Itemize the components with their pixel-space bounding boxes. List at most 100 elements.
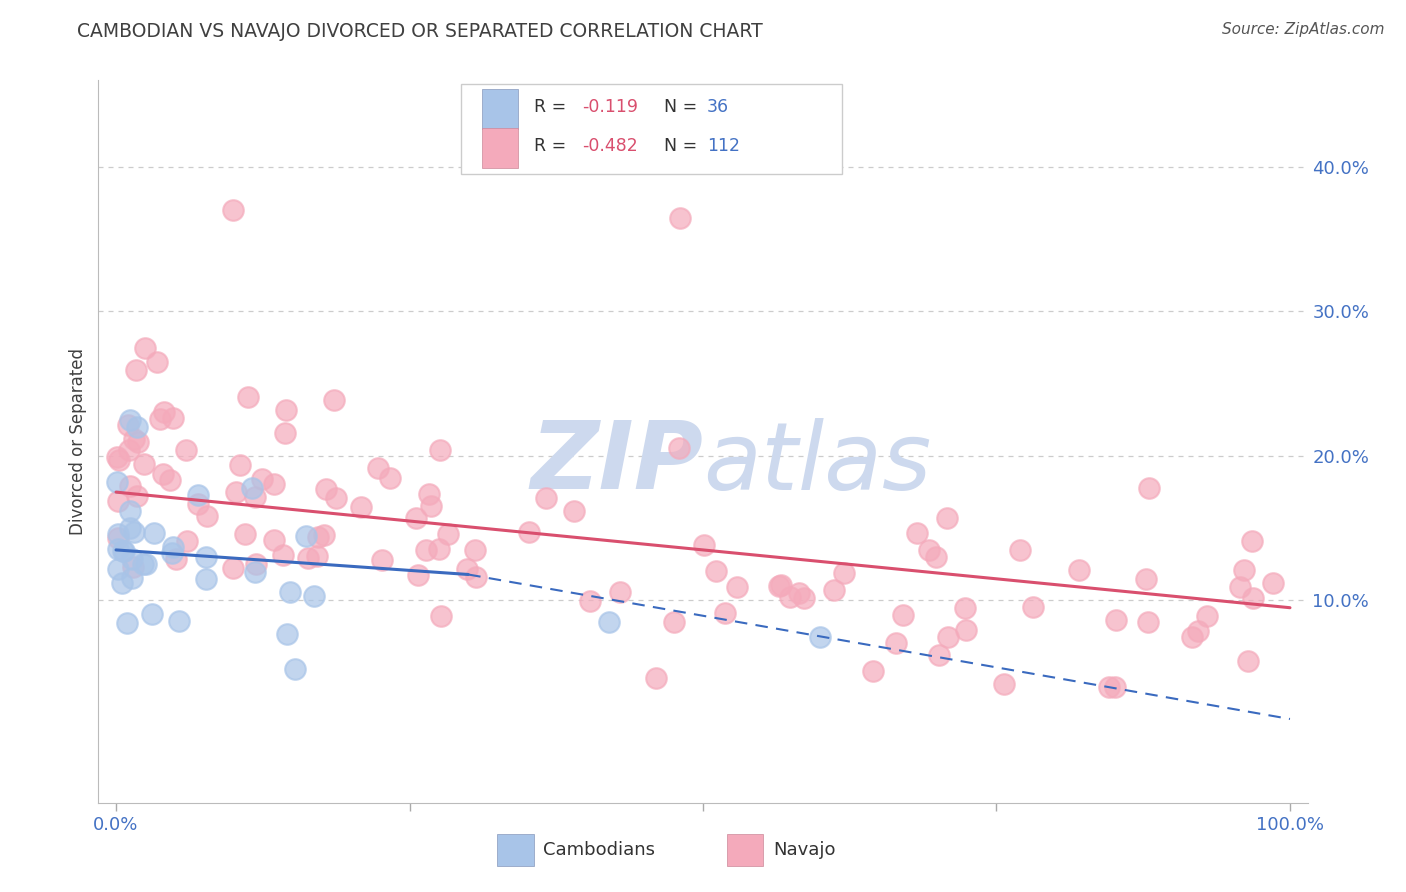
Point bbox=[315, 482, 337, 496]
Point bbox=[1136, 615, 1159, 630]
Point bbox=[579, 594, 602, 608]
Point bbox=[263, 533, 285, 548]
Point bbox=[121, 560, 143, 574]
Point bbox=[278, 585, 301, 599]
Point bbox=[132, 558, 155, 572]
Point bbox=[120, 521, 142, 535]
Point bbox=[134, 458, 156, 472]
Point bbox=[644, 671, 666, 685]
Point bbox=[832, 566, 855, 580]
Point bbox=[1241, 534, 1264, 549]
Point bbox=[935, 511, 957, 525]
Point bbox=[1067, 563, 1090, 577]
Point bbox=[162, 546, 184, 560]
Text: -0.119: -0.119 bbox=[582, 98, 638, 116]
Point bbox=[107, 531, 129, 545]
Point bbox=[274, 426, 297, 441]
Point bbox=[793, 591, 815, 605]
Point bbox=[955, 601, 977, 615]
Point bbox=[1010, 543, 1032, 558]
Point bbox=[135, 558, 157, 572]
Point bbox=[1229, 580, 1251, 594]
Point bbox=[195, 509, 218, 524]
Text: ZIP: ZIP bbox=[530, 417, 703, 509]
Point bbox=[769, 578, 792, 592]
Point bbox=[465, 569, 488, 583]
Text: N =: N = bbox=[664, 137, 703, 155]
Text: 112: 112 bbox=[707, 137, 740, 155]
Point bbox=[263, 476, 285, 491]
Point bbox=[122, 525, 145, 540]
Point bbox=[430, 608, 453, 623]
Text: atlas: atlas bbox=[703, 417, 931, 508]
Point bbox=[308, 530, 330, 544]
Point bbox=[418, 487, 440, 501]
Point bbox=[273, 549, 295, 563]
Point bbox=[152, 467, 174, 482]
Point bbox=[668, 211, 690, 225]
Point bbox=[1241, 591, 1264, 605]
Point bbox=[195, 572, 218, 586]
Point bbox=[464, 543, 486, 558]
Point bbox=[284, 662, 307, 676]
Point bbox=[233, 527, 256, 541]
Point bbox=[107, 526, 129, 541]
Point bbox=[276, 402, 298, 417]
Point bbox=[725, 580, 748, 594]
Point bbox=[1195, 609, 1218, 624]
Point bbox=[162, 410, 184, 425]
Point bbox=[122, 432, 145, 446]
Point bbox=[1105, 613, 1128, 627]
Point bbox=[562, 504, 585, 518]
Text: Source: ZipAtlas.com: Source: ZipAtlas.com bbox=[1222, 22, 1385, 37]
Point bbox=[662, 615, 685, 630]
Point bbox=[243, 565, 266, 579]
Point bbox=[1237, 654, 1260, 668]
Point bbox=[668, 441, 690, 455]
Point bbox=[222, 203, 245, 218]
Point bbox=[955, 624, 977, 638]
Point bbox=[134, 341, 156, 355]
Point bbox=[107, 562, 129, 576]
Text: 36: 36 bbox=[707, 98, 728, 116]
Point bbox=[240, 481, 263, 495]
Text: Cambodians: Cambodians bbox=[543, 841, 655, 859]
Point bbox=[165, 552, 187, 566]
FancyBboxPatch shape bbox=[482, 128, 517, 168]
Point bbox=[925, 549, 948, 564]
Point bbox=[159, 473, 181, 487]
Point bbox=[111, 575, 134, 590]
Point bbox=[1137, 481, 1160, 495]
Point bbox=[118, 504, 141, 518]
Point bbox=[536, 491, 558, 505]
Point bbox=[153, 405, 176, 419]
Point bbox=[693, 538, 716, 552]
FancyBboxPatch shape bbox=[498, 834, 534, 865]
Point bbox=[1233, 563, 1256, 577]
Point bbox=[305, 549, 328, 563]
Point bbox=[891, 608, 914, 623]
Point bbox=[146, 355, 169, 369]
FancyBboxPatch shape bbox=[482, 89, 517, 128]
Point bbox=[222, 561, 245, 575]
Point bbox=[787, 585, 810, 599]
Point bbox=[108, 453, 131, 467]
Point bbox=[125, 363, 148, 377]
Point bbox=[107, 493, 129, 508]
Point bbox=[194, 549, 217, 564]
Point bbox=[176, 534, 198, 549]
Point bbox=[704, 564, 727, 578]
Point bbox=[174, 443, 197, 458]
Point bbox=[187, 497, 209, 511]
Point bbox=[408, 568, 430, 582]
Point bbox=[323, 392, 346, 407]
Text: N =: N = bbox=[664, 98, 703, 116]
Point bbox=[125, 489, 148, 503]
Point bbox=[928, 648, 950, 663]
Point bbox=[112, 544, 135, 558]
Point bbox=[371, 552, 394, 566]
Point bbox=[884, 636, 907, 650]
Point bbox=[245, 558, 267, 572]
Point bbox=[517, 524, 540, 539]
Point bbox=[238, 390, 260, 404]
